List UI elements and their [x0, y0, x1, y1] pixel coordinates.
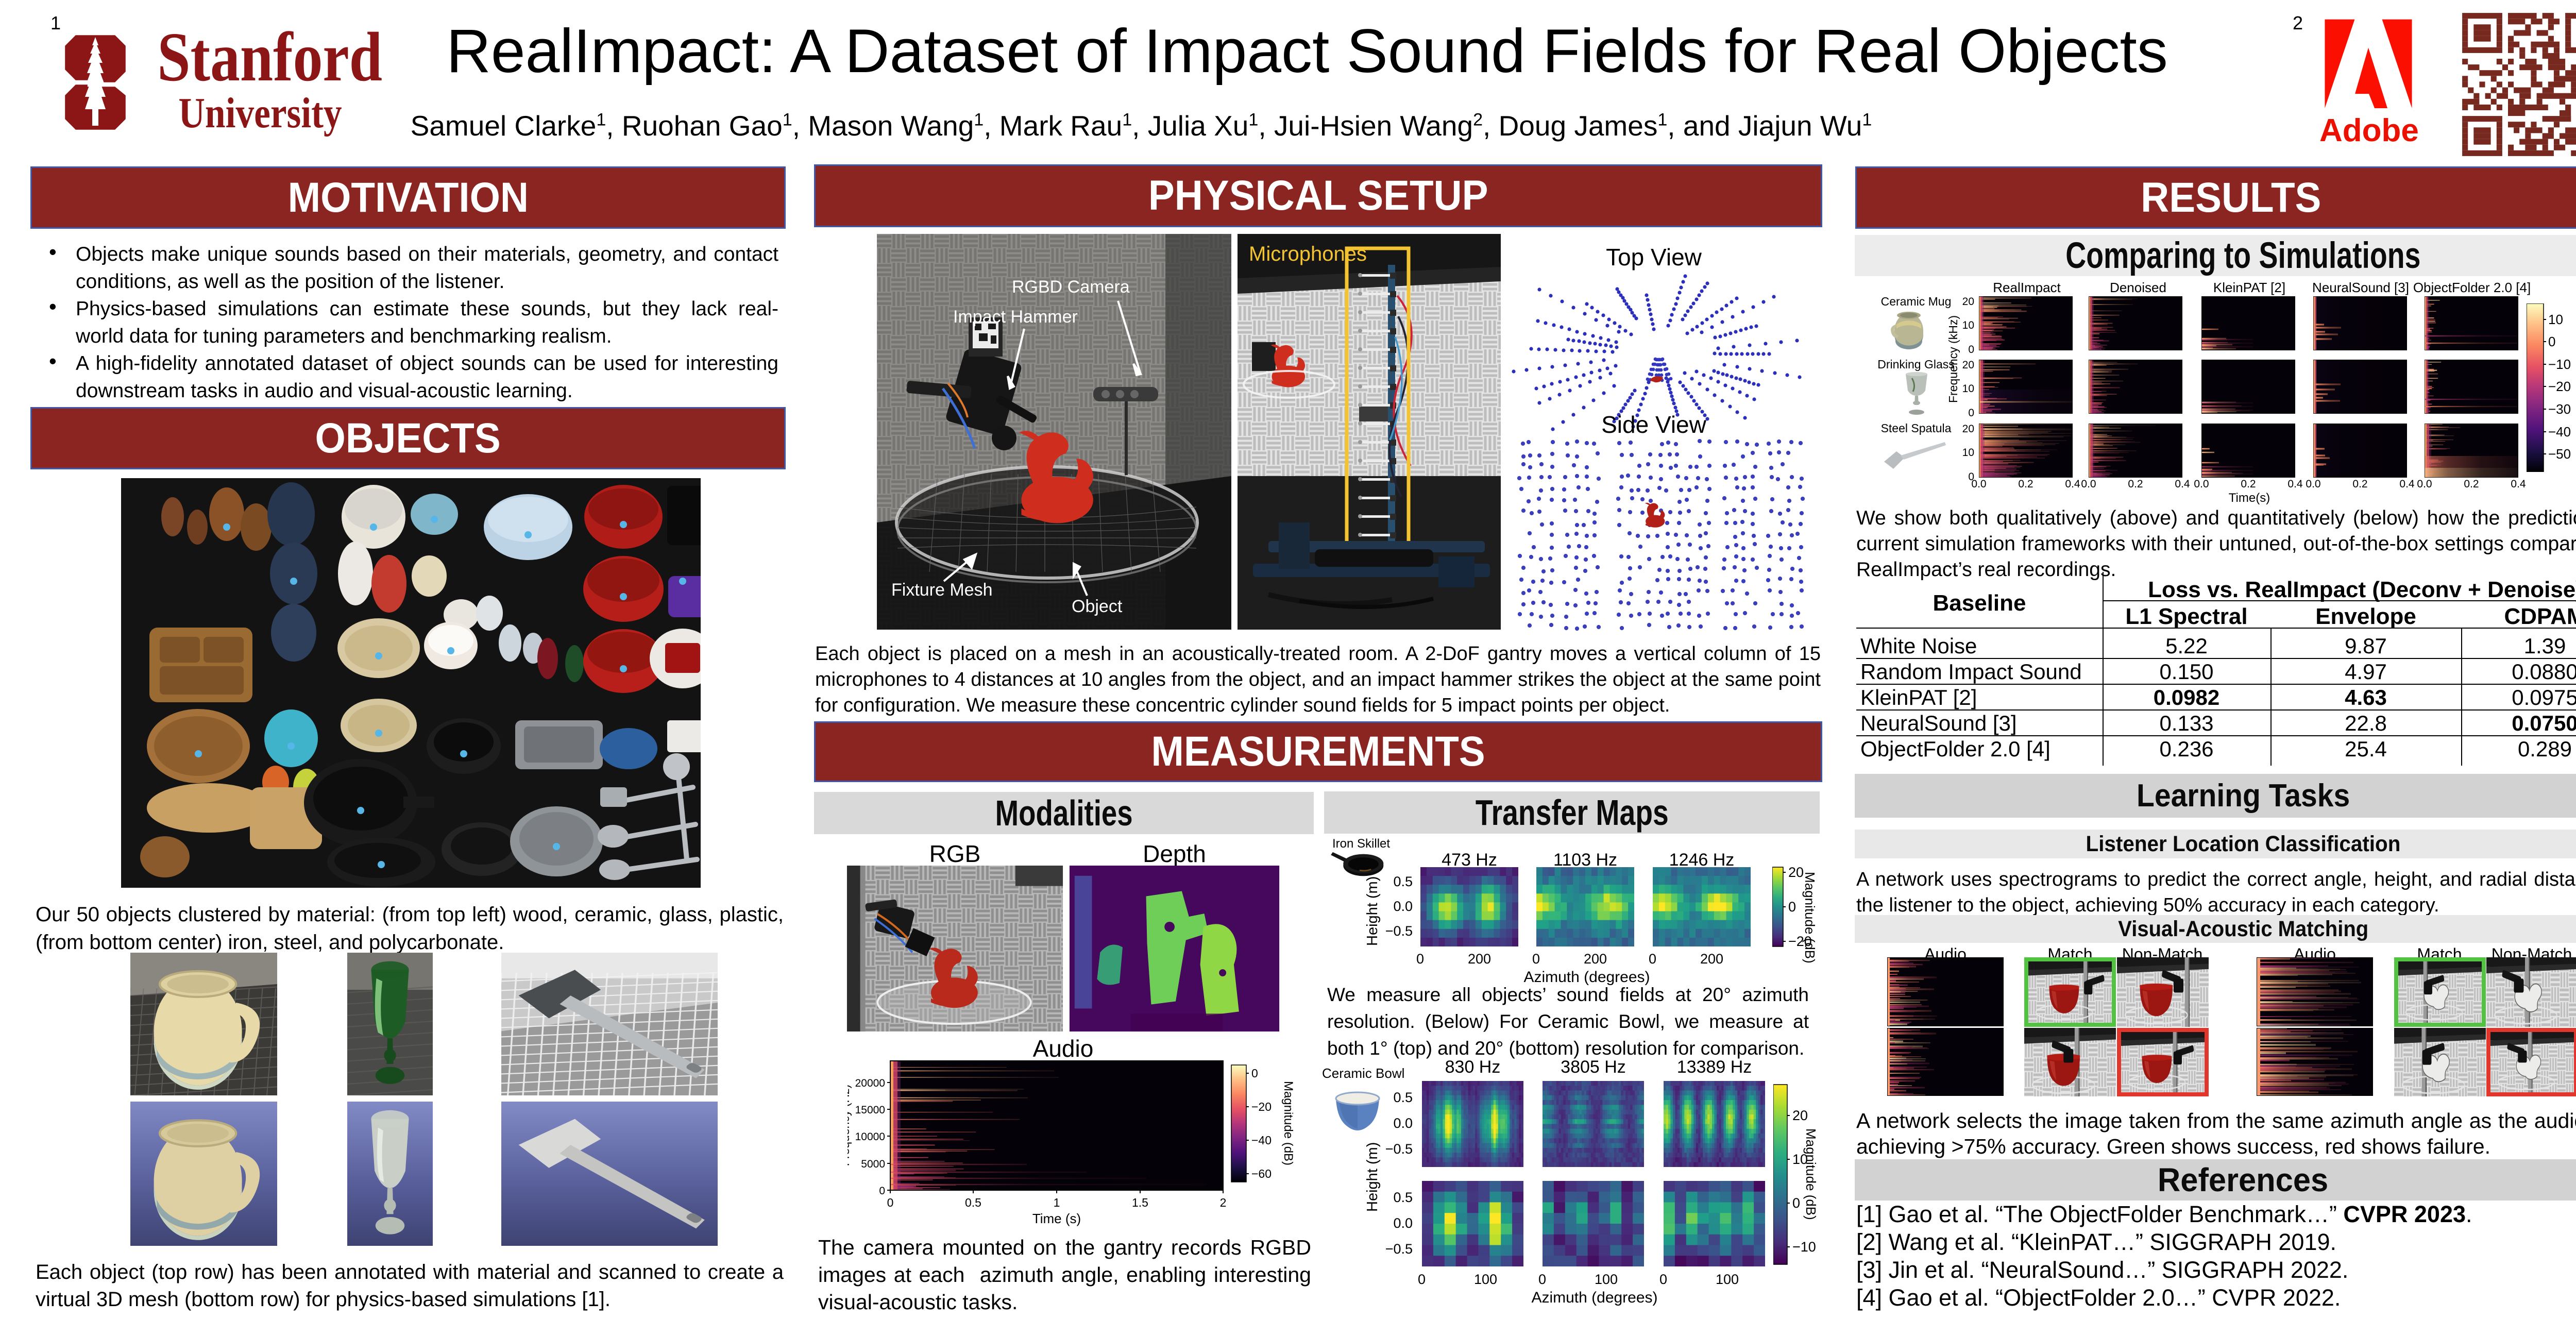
svg-text:Time (s): Time (s) [1032, 1211, 1081, 1226]
svg-text:Impact Hammer: Impact Hammer [953, 307, 1078, 327]
svg-text:20000: 20000 [855, 1077, 885, 1089]
svg-text:10000: 10000 [855, 1131, 885, 1143]
svg-text:−60: −60 [1251, 1167, 1272, 1180]
svg-text:−10: −10 [1792, 1239, 1816, 1255]
svg-text:−50: −50 [2548, 446, 2571, 462]
svg-text:Microphones: Microphones [1249, 243, 1367, 265]
svg-text:0: 0 [879, 1185, 885, 1197]
svg-text:20: 20 [1788, 865, 1804, 880]
svg-text:Object: Object [1072, 597, 1123, 616]
svg-text:2: 2 [1220, 1196, 1227, 1209]
svg-text:0: 0 [1251, 1067, 1258, 1080]
svg-text:20: 20 [1792, 1108, 1808, 1123]
svg-text:0: 0 [1792, 1195, 1800, 1211]
svg-text:10: 10 [2548, 312, 2563, 327]
svg-text:0: 0 [1788, 899, 1796, 915]
svg-text:0: 0 [2548, 334, 2555, 349]
svg-text:Magnitude (dB): Magnitude (dB) [1281, 1081, 1293, 1165]
svg-text:1.5: 1.5 [1132, 1196, 1148, 1209]
svg-text:5000: 5000 [861, 1158, 885, 1170]
svg-text:−40: −40 [2548, 424, 2571, 439]
svg-text:1: 1 [1054, 1196, 1060, 1209]
svg-text:−20: −20 [1251, 1100, 1272, 1113]
svg-text:15000: 15000 [855, 1104, 885, 1116]
svg-text:10: 10 [1792, 1152, 1808, 1167]
svg-text:−20: −20 [1788, 934, 1812, 949]
svg-text:−40: −40 [1251, 1134, 1272, 1147]
svg-text:RGBD Camera: RGBD Camera [1012, 277, 1130, 297]
svg-text:Fixture Mesh: Fixture Mesh [891, 580, 993, 600]
svg-text:0.5: 0.5 [965, 1196, 981, 1209]
svg-text:−30: −30 [2548, 401, 2571, 417]
svg-text:−20: −20 [2548, 379, 2571, 394]
svg-text:Frequency (Hz): Frequency (Hz) [848, 1085, 852, 1166]
svg-text:−10: −10 [2548, 357, 2571, 372]
svg-text:0: 0 [887, 1196, 894, 1209]
